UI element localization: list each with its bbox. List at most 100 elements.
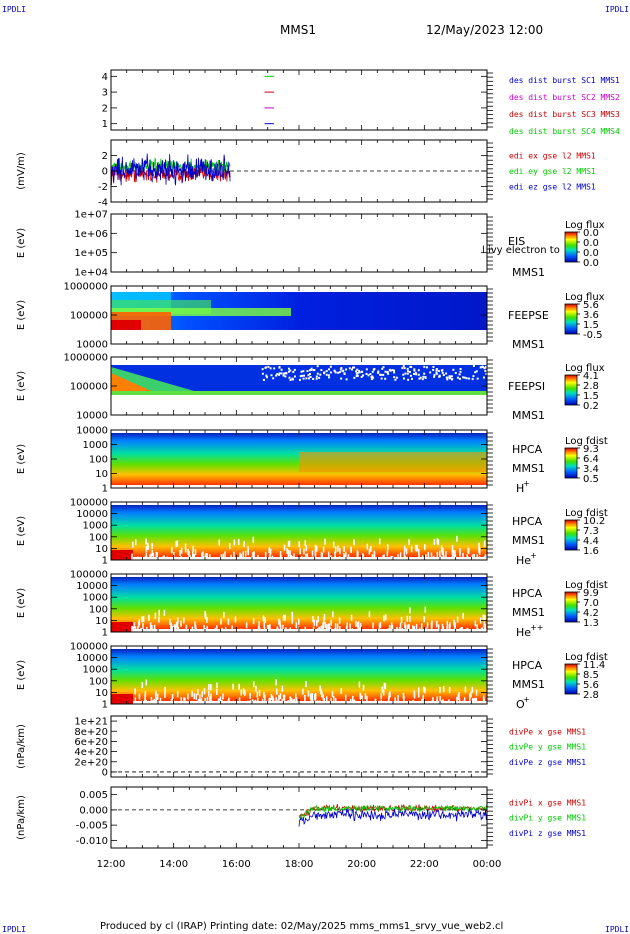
ytick-label: 10 xyxy=(95,688,108,699)
yaxis-label: E (eV) xyxy=(16,444,27,474)
logo-right-top: IPDLI xyxy=(605,5,629,14)
ytick-label: 100000 xyxy=(70,570,108,581)
ytick-label: 1000 xyxy=(83,665,108,676)
time-tick-label: 12:00 xyxy=(97,859,126,870)
colorbar-tick: 7.0 xyxy=(583,598,599,609)
colorbar-tick: 4.1 xyxy=(583,371,599,382)
species-name: He xyxy=(516,626,531,639)
spectrogram-hpca_o xyxy=(111,649,487,708)
colorbar-title: Log fdist xyxy=(565,580,608,591)
colorbar-title: Log flux xyxy=(565,220,605,231)
yaxis-label: E (eV) xyxy=(16,516,27,546)
ytick-label: 4 xyxy=(102,72,108,83)
spacecraft-name: MMS1 xyxy=(512,338,545,351)
ytick-label: 10 xyxy=(95,616,108,627)
ytick-label: -0.010 xyxy=(76,836,108,847)
ytick-label: 1 xyxy=(102,556,108,567)
legend-entry: edi ez gse l2 MMS1 xyxy=(509,183,596,192)
ytick-label: -0.005 xyxy=(76,821,108,832)
ytick-label: 1000 xyxy=(83,440,108,451)
spacecraft-name: MMS1 xyxy=(512,409,545,422)
ytick-label: 0.000 xyxy=(79,805,108,816)
colorbar-tick: 0.5 xyxy=(583,474,599,485)
colorbar-tick: 1.5 xyxy=(583,391,599,402)
instrument-label-hpca_h: HPCA MMS1 H+ xyxy=(512,443,545,495)
colorbar-tick: 0.0 xyxy=(583,228,599,239)
instrument-name: EIS xyxy=(508,235,525,248)
ytick-label: 4e+20 xyxy=(74,747,108,758)
ytick-label: 10 xyxy=(95,469,108,480)
credits-line: Produced by cl (IRAP) Printing date: 02/… xyxy=(100,921,503,932)
instrument-label-hpca_hepp: HPCA MMS1 He++ xyxy=(512,587,545,639)
colorbar-tick: 1.3 xyxy=(583,618,599,629)
colorbar-title: Log fdist xyxy=(565,508,608,519)
spectrogram-feepsi xyxy=(111,365,489,395)
legend-entry: des dist burst SC3 MMS3 xyxy=(509,110,620,119)
ytick-label: 10000 xyxy=(76,581,108,592)
ytick-label: 100000 xyxy=(70,382,108,393)
ytick-label: 100 xyxy=(89,532,108,543)
ytick-label: 1e+05 xyxy=(74,248,108,259)
series-line xyxy=(110,153,231,186)
species-charge: ++ xyxy=(530,623,543,632)
panel-dist: 1 2 3 4 des dist burst SC1 MMS1 des dist burs… xyxy=(102,69,620,136)
ytick-label: 1 xyxy=(102,484,108,495)
species-name: He xyxy=(516,554,531,567)
time-axis: 12:00 14:00 16:00 18:00 20:00 22:00 00:00 xyxy=(97,859,502,870)
mission-title: MMS1 xyxy=(280,23,316,37)
spectrogram-hpca_h xyxy=(111,433,487,485)
colorbar-title: Log fdist xyxy=(565,652,608,663)
panel-feepse: 1000000 100000 10000 E (eV) FEEPSE MMS1 Log fl… xyxy=(16,282,605,352)
ytick-label: 10000 xyxy=(76,509,108,520)
ytick-label: 100 xyxy=(89,604,108,615)
ytick-label: 10000 xyxy=(76,426,108,437)
legend-entry: edi ey gse l2 MMS1 xyxy=(509,167,596,176)
colorbar-tick: 0.0 xyxy=(583,258,599,269)
instrument-label-feepsi: FEEPSI MMS1 xyxy=(508,380,545,422)
series-line xyxy=(298,804,488,820)
ytick-label: 1e+06 xyxy=(74,229,108,240)
colorbar-tick: 1.5 xyxy=(583,320,599,331)
legend-entry: divPi z gse MMS1 xyxy=(509,829,586,838)
ytick-label: 10 xyxy=(95,544,108,555)
colorbar-tick: 4.4 xyxy=(583,536,599,547)
panel-efield: 2 0 -2 -4 (mV/m) edi ex gse l2 MMS1 edi ey gse… xyxy=(16,139,596,209)
ytick-label: 3 xyxy=(102,88,108,99)
yaxis-label: (nPa/km) xyxy=(16,724,27,769)
spacecraft-name: MMS1 xyxy=(512,266,545,279)
panel-hpca_h: 10000 1000 100 10 1 E (eV) HPCA MMS1 H+ Log fdist… xyxy=(16,426,608,496)
species-name: O xyxy=(516,698,525,711)
spacecraft-name: MMS1 xyxy=(512,462,545,475)
colorbar-tick: 7.3 xyxy=(583,526,599,537)
legend-entry: des dist burst SC4 MMS4 xyxy=(509,127,620,136)
yaxis-label: E (eV) xyxy=(16,228,27,258)
instrument-label-hpca_o: HPCA MMS1 O+ xyxy=(512,659,545,711)
ytick-label: 1000000 xyxy=(63,353,108,364)
ytick-label: 6e+20 xyxy=(74,737,108,748)
legend-entry: divPe y gse MMS1 xyxy=(509,743,586,752)
ytick-label: 10000 xyxy=(76,653,108,664)
species-charge: + xyxy=(523,479,530,488)
instrument-label-feepse: FEEPSE MMS1 xyxy=(508,309,549,351)
yaxis-label: E (eV) xyxy=(16,660,27,690)
ytick-label: 1000 xyxy=(83,521,108,532)
instrument-name: HPCA xyxy=(512,443,543,456)
logo-right-bottom: IPDLI xyxy=(605,925,629,934)
colorbar-tick: 9.3 xyxy=(583,444,599,455)
yaxis-label: (nPa/km) xyxy=(16,795,27,840)
colorbar-title: Log fdist xyxy=(565,436,608,447)
time-tick-label: 16:00 xyxy=(222,859,251,870)
ytick-label: 1 xyxy=(102,628,108,639)
legend-entry: divPe z gse MMS1 xyxy=(509,758,586,767)
spacecraft-name: MMS1 xyxy=(512,606,545,619)
instrument-name: HPCA xyxy=(512,515,543,528)
ytick-label: 1e+07 xyxy=(74,210,108,221)
ytick-label: 1e+04 xyxy=(74,268,108,279)
legend-entry: divPi y gse MMS1 xyxy=(509,814,586,823)
